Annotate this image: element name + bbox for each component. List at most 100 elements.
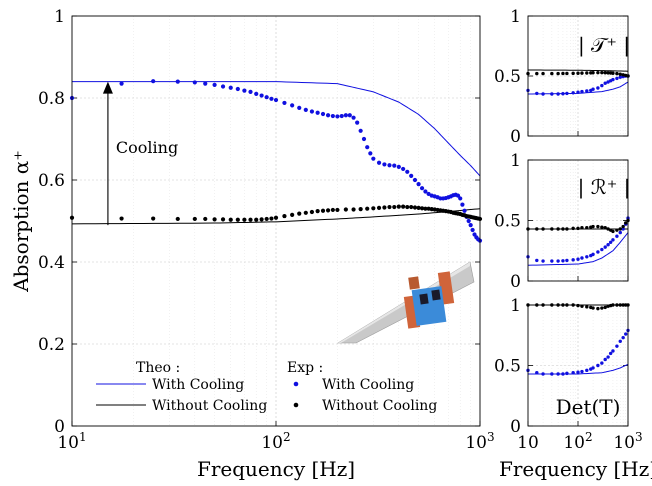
data-point-without-cooling: [371, 206, 376, 211]
data-point-with-cooling: [343, 113, 348, 118]
data-point-without-cooling: [264, 216, 269, 222]
y-tick-label: 0: [510, 272, 521, 292]
data-point-without-cooling: [585, 71, 589, 75]
data-point-with-cooling: [320, 111, 326, 117]
data-point-without-cooling: [220, 217, 226, 222]
data-point-without-cooling: [576, 226, 580, 231]
data-point-with-cooling: [290, 103, 295, 108]
legend-swatch-dot: [293, 402, 299, 408]
y-tick-label: 1: [510, 296, 521, 316]
data-point-without-cooling: [151, 216, 156, 221]
data-point-without-cooling: [603, 305, 607, 310]
data-point-with-cooling: [600, 83, 604, 88]
data-point-without-cooling: [603, 71, 607, 75]
y-tick-label: 0: [510, 127, 521, 147]
data-point-with-cooling: [565, 371, 569, 376]
data-point-with-cooling: [419, 186, 425, 191]
data-point-with-cooling: [596, 86, 600, 90]
data-point-without-cooling: [343, 207, 348, 212]
data-point-with-cooling: [603, 357, 607, 362]
data-point-with-cooling: [351, 115, 356, 120]
y-tick-label: 1: [510, 151, 521, 171]
data-point-with-cooling: [203, 81, 208, 86]
legend-title-theo: Theo :: [136, 360, 180, 376]
legend-entry: With Cooling: [152, 377, 244, 393]
series-line-with-cooling: [527, 232, 629, 266]
y-tick-label: 0.5: [494, 212, 521, 232]
data-point-without-cooling: [192, 216, 197, 222]
data-point-with-cooling: [585, 89, 589, 93]
data-point-with-cooling: [561, 92, 565, 96]
data-point-with-cooling: [315, 110, 320, 115]
data-point-without-cooling: [303, 210, 308, 215]
data-point-with-cooling: [576, 257, 580, 261]
data-point-without-cooling: [335, 207, 340, 213]
data-point-with-cooling: [618, 230, 622, 235]
data-point-with-cooling: [235, 86, 240, 92]
panel-title: Det(T): [556, 395, 621, 419]
data-point-with-cooling: [556, 259, 560, 263]
data-point-without-cooling: [242, 217, 247, 222]
data-point-without-cooling: [376, 205, 382, 210]
data-point-without-cooling: [596, 306, 600, 311]
x-tick-label: 103: [613, 430, 642, 453]
plot-frame: [527, 159, 629, 282]
data-point-without-cooling: [392, 204, 397, 210]
data-point-with-cooling: [470, 227, 475, 233]
x-tick-label: 10: [517, 433, 539, 453]
data-point-without-cooling: [624, 221, 628, 225]
data-point-with-cooling: [618, 339, 622, 343]
data-point-with-cooling: [269, 96, 274, 101]
data-point-without-cooling: [591, 224, 595, 229]
data-point-without-cooling: [297, 211, 302, 216]
data-point-with-cooling: [535, 371, 539, 375]
data-point-with-cooling: [355, 120, 360, 125]
data-point-without-cooling: [600, 70, 604, 75]
data-point-without-cooling: [419, 206, 425, 211]
data-point-without-cooling: [541, 227, 545, 231]
data-point-without-cooling: [615, 228, 619, 232]
cooling-annotation: Cooling: [116, 138, 178, 157]
data-point-with-cooling: [541, 259, 545, 263]
panel-title: | 𝒯⁺ |: [578, 33, 630, 58]
legend-entry: Without Cooling: [322, 398, 437, 414]
data-point-with-cooling: [335, 114, 340, 119]
data-point-with-cooling: [361, 136, 367, 142]
data-point-with-cooling: [561, 259, 565, 263]
data-point-without-cooling: [603, 226, 607, 230]
data-point-without-cooling: [228, 217, 233, 222]
data-point-without-cooling: [175, 216, 180, 222]
data-point-without-cooling: [248, 217, 253, 222]
data-point-without-cooling: [541, 71, 545, 76]
data-point-with-cooling: [412, 177, 418, 183]
data-point-with-cooling: [175, 79, 180, 84]
series-line-with-cooling: [528, 363, 629, 375]
data-point-with-cooling: [615, 76, 619, 81]
data-point-without-cooling: [565, 227, 569, 231]
data-point-without-cooling: [351, 207, 356, 212]
data-point-with-cooling: [624, 332, 628, 336]
data-point-without-cooling: [365, 206, 370, 211]
reflection-plot: 0 0.5 1 | ℛ⁺ |: [494, 151, 630, 292]
data-point-with-cooling: [596, 363, 600, 368]
data-point-without-cooling: [409, 204, 414, 210]
data-point-with-cooling: [119, 81, 124, 86]
data-point-with-cooling: [621, 227, 625, 231]
y-tick-label: 0.6: [38, 171, 65, 191]
data-point-with-cooling: [611, 77, 615, 82]
data-point-with-cooling: [365, 145, 370, 150]
transmission-plot: 0 0.5 1 | 𝒯⁺ |: [494, 7, 630, 147]
data-point-with-cooling: [603, 81, 607, 85]
data-point-without-cooling: [615, 71, 619, 76]
data-point-with-cooling: [576, 370, 580, 374]
data-point-with-cooling: [541, 372, 545, 376]
data-point-without-cooling: [571, 71, 575, 76]
data-point-with-cooling: [309, 109, 315, 114]
data-point-without-cooling: [412, 205, 418, 210]
plot-frame: [527, 15, 629, 137]
data-point-with-cooling: [458, 196, 463, 201]
data-point-without-cooling: [600, 225, 604, 229]
data-point-without-cooling: [591, 306, 595, 310]
data-point-with-cooling: [376, 160, 382, 165]
